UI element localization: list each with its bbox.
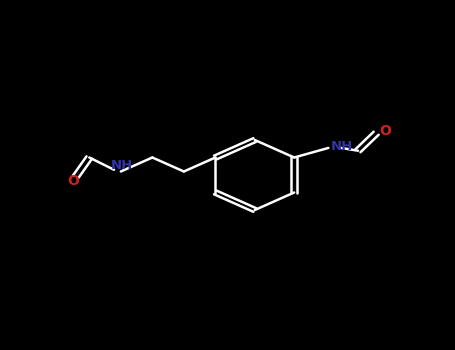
Text: NH: NH [331,140,353,153]
Text: O: O [67,174,79,188]
Text: O: O [379,125,391,139]
Text: NH: NH [111,159,133,172]
